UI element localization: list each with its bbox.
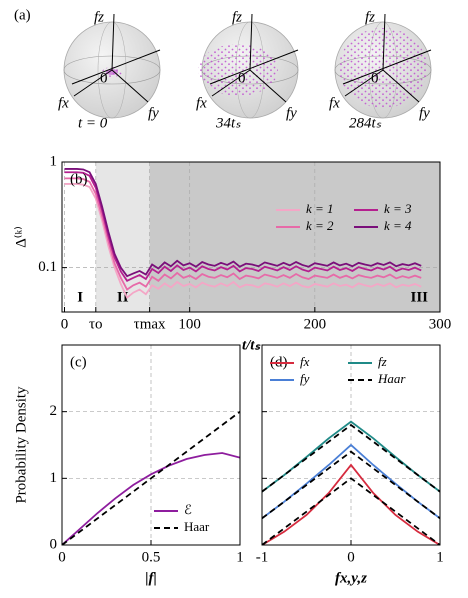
axis-label: fy: [286, 105, 297, 121]
x-tick-label: 1: [436, 549, 444, 565]
panel-label: (b): [70, 171, 88, 187]
plot-frame: [61, 161, 441, 313]
axis-x: [211, 69, 251, 97]
legend-label: Haar: [377, 371, 406, 386]
time-label: 34tₛ: [215, 115, 241, 131]
x-tick-label: 0: [58, 549, 66, 565]
x-axis-label: t/tₛ: [242, 337, 262, 353]
panel-label: (c): [70, 354, 87, 370]
series-line: [262, 423, 440, 493]
series-line: [262, 463, 440, 545]
axis-x: [344, 69, 384, 97]
axis-label: fz: [365, 9, 375, 25]
y-axis-label: Probability Density: [13, 386, 29, 504]
x-axis-label: fx,y,z: [335, 570, 367, 586]
x-tick-label: τo: [89, 316, 103, 332]
axis-diag: [71, 49, 161, 85]
legend-label: fz: [378, 354, 387, 369]
series-line: [64, 183, 422, 300]
axis-label: fy: [148, 105, 159, 121]
axis-x: [73, 69, 113, 97]
time-label: 284tₛ: [349, 115, 382, 131]
axis-label: fx: [196, 95, 207, 111]
axis-z: [111, 13, 115, 71]
state-cloud: [198, 44, 278, 96]
x-axis-label: |f|: [145, 570, 157, 586]
x-tick-label: 100: [178, 316, 201, 332]
axis-label: fy: [419, 105, 430, 121]
axis-diag: [342, 49, 432, 85]
legend-label: k = 4: [384, 218, 412, 233]
x-tick-label: 0.5: [142, 549, 161, 565]
origin-label: 0: [371, 70, 379, 86]
y-axis-label: Δ⁽ᵏ⁾: [13, 226, 29, 248]
axis-y: [382, 69, 420, 103]
axis-label: fx: [58, 95, 69, 111]
state-cloud: [106, 69, 118, 75]
time-label: t = 0: [78, 115, 108, 131]
y-tick-label: 0.1: [38, 259, 57, 275]
series-line: [64, 177, 422, 291]
axis-label: fx: [329, 95, 340, 111]
y-tick-label: 2: [50, 403, 58, 419]
axis-z: [382, 13, 386, 71]
x-tick-label: 200: [304, 316, 327, 332]
series-line: [262, 477, 440, 545]
legend-label: ℰ: [184, 502, 192, 517]
series-line: [64, 171, 422, 282]
legend-label: Haar: [184, 519, 210, 534]
region-label: II: [117, 289, 129, 305]
series-line: [262, 450, 440, 520]
legend-label: k = 3: [384, 201, 412, 216]
legend-label: k = 2: [306, 218, 334, 233]
plot-frame: [261, 344, 441, 546]
origin-label: 0: [238, 70, 246, 86]
region-label: I: [77, 289, 83, 305]
y-tick-label: 0: [50, 536, 58, 552]
origin-label: 0: [100, 70, 108, 86]
y-tick-label: 1: [50, 153, 58, 169]
meridian: [97, 21, 127, 119]
axis-diag: [209, 49, 299, 85]
region: [149, 162, 440, 312]
x-tick-label: 0: [347, 549, 355, 565]
x-tick-label: 0: [61, 316, 69, 332]
legend-label: fx: [300, 354, 310, 369]
region-label: III: [410, 289, 428, 305]
axis-z: [249, 13, 253, 71]
series-line: [62, 410, 240, 545]
x-tick-label: -1: [256, 549, 269, 565]
legend-label: fy: [300, 371, 310, 386]
x-tick-label: 300: [429, 316, 452, 332]
axis-label: fz: [232, 9, 242, 25]
x-tick-label: τmax: [134, 316, 166, 332]
axis-y: [249, 69, 287, 103]
axis-y: [111, 69, 149, 103]
x-tick-label: 1: [236, 549, 244, 565]
series-line: [62, 452, 240, 545]
axis-label: fz: [94, 9, 104, 25]
legend-label: k = 1: [306, 201, 334, 216]
region: [64, 162, 96, 312]
series-line: [64, 168, 422, 278]
panel-label: (a): [14, 7, 31, 23]
y-tick-label: 1: [50, 470, 58, 486]
plot-frame: [61, 344, 241, 546]
